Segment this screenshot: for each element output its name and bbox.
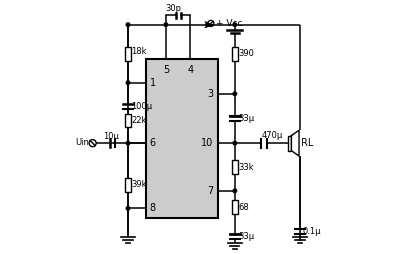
- Text: 10: 10: [201, 138, 214, 148]
- Text: 4: 4: [187, 65, 193, 75]
- Text: 5: 5: [163, 65, 169, 75]
- Text: 390: 390: [238, 49, 254, 58]
- Text: RL: RL: [301, 138, 314, 148]
- Bar: [125, 178, 131, 192]
- Bar: [288, 136, 292, 151]
- Text: Uin: Uin: [76, 138, 89, 147]
- Bar: [125, 47, 131, 61]
- Text: 18k: 18k: [131, 47, 147, 56]
- Circle shape: [164, 23, 168, 26]
- Text: 22k: 22k: [131, 116, 147, 125]
- Circle shape: [206, 23, 209, 26]
- Circle shape: [126, 141, 130, 145]
- Circle shape: [126, 81, 130, 84]
- Circle shape: [233, 189, 237, 193]
- Text: + Vcc: + Vcc: [216, 19, 242, 28]
- Text: 3: 3: [208, 89, 214, 99]
- Circle shape: [126, 23, 130, 26]
- Text: 68: 68: [238, 203, 249, 212]
- Text: 8: 8: [150, 203, 156, 213]
- Text: 100μ: 100μ: [131, 102, 152, 111]
- Circle shape: [126, 207, 130, 210]
- Text: 6: 6: [150, 138, 156, 148]
- Bar: [232, 47, 238, 61]
- Bar: [146, 59, 218, 218]
- Circle shape: [233, 141, 237, 145]
- Text: 1: 1: [150, 78, 156, 88]
- Polygon shape: [292, 130, 299, 156]
- Text: 33μ: 33μ: [238, 114, 254, 123]
- Circle shape: [233, 92, 237, 96]
- Text: 7: 7: [207, 186, 214, 196]
- Bar: [232, 160, 238, 174]
- Bar: [125, 114, 131, 128]
- Circle shape: [233, 23, 237, 26]
- Bar: [232, 200, 238, 214]
- Text: 33μ: 33μ: [238, 232, 254, 241]
- Text: 470μ: 470μ: [262, 131, 283, 140]
- Text: 0.1μ: 0.1μ: [302, 227, 321, 235]
- Text: 33k: 33k: [238, 163, 254, 171]
- Text: 30p: 30p: [165, 4, 181, 13]
- Text: 39k: 39k: [131, 180, 147, 189]
- Text: 10μ: 10μ: [103, 132, 119, 141]
